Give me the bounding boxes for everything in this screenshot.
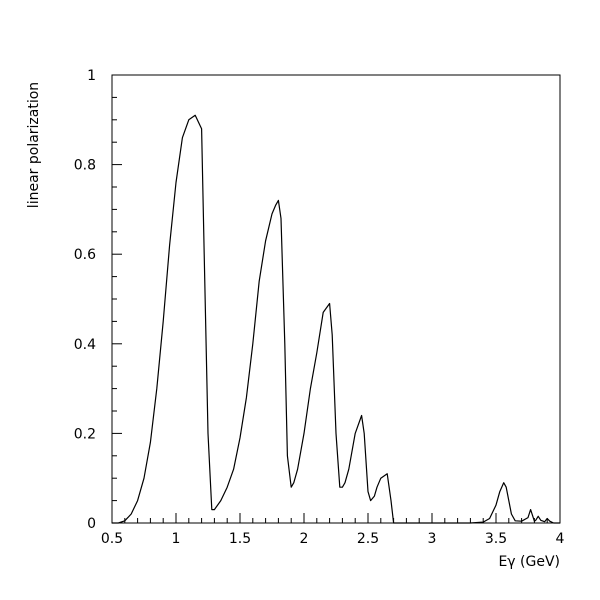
polarization-curve: [112, 114, 560, 524]
x-axis-title: Eγ (GeV): [498, 554, 560, 570]
y-tick-label: 0.8: [74, 158, 96, 174]
y-tick-label: 0: [87, 516, 96, 532]
x-tick-label: 1.5: [229, 531, 251, 547]
x-tick-label: 2.5: [357, 531, 379, 547]
y-axis-tick-labels: 0 0.2 0.4 0.6 0.8 1: [74, 68, 96, 532]
y-tick-label: 1: [87, 68, 96, 84]
x-tick-label: 0.5: [101, 531, 123, 547]
y-tick-label: 0.4: [74, 337, 96, 353]
x-axis-ticks: [111, 513, 561, 523]
x-tick-label: 4: [556, 531, 565, 547]
x-tick-label: 1: [172, 531, 181, 547]
x-tick-label: 2: [300, 531, 309, 547]
plot-frame: [111, 74, 561, 524]
y-axis-title: linear polarization: [26, 82, 42, 208]
x-tick-label: 3: [428, 531, 437, 547]
y-axis-ticks: [112, 74, 122, 524]
y-tick-label: 0.6: [74, 247, 96, 263]
x-axis-tick-labels: 0.5 1 1.5 2 2.5 3 3.5 4: [101, 531, 565, 547]
y-tick-label: 0.2: [74, 426, 96, 442]
x-tick-label: 3.5: [485, 531, 507, 547]
